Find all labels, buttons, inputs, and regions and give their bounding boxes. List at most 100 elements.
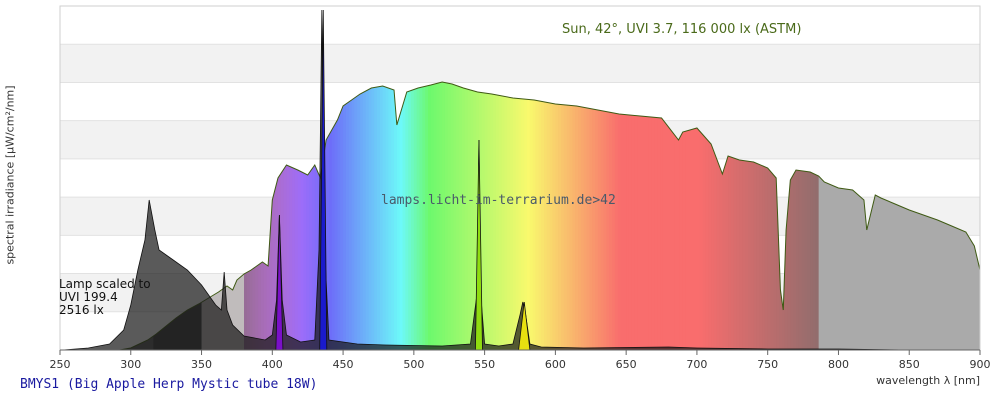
spectrum-stripe [742, 82, 746, 350]
spectrum-stripe [558, 82, 562, 350]
spectrum-stripe [872, 82, 876, 350]
spectrum-stripe [566, 82, 571, 350]
spectrum-stripe [688, 82, 692, 350]
spectrum-stripe [713, 82, 718, 350]
spectrum-stripe [498, 82, 503, 350]
spectrum-stripe [487, 82, 491, 350]
spectrum-stripe [408, 82, 412, 350]
x-tick-label: 900 [970, 358, 991, 371]
spectrum-stripe [473, 82, 477, 350]
x-axis-label: wavelength λ [nm] [876, 374, 980, 387]
spectrum-stripe [665, 82, 670, 350]
spectrum-stripe [422, 82, 426, 350]
y-axis-label: spectral irradiance [µW/cm²/nm] [3, 85, 17, 265]
spectrum-stripe [609, 82, 613, 350]
spectrum-stripe [504, 82, 508, 350]
spectrum-stripe [674, 82, 678, 350]
x-tick-label: 550 [474, 358, 495, 371]
spectrum-stripe [858, 82, 862, 350]
spectrum-stripe [897, 82, 902, 350]
spectrum-stripe [586, 82, 590, 350]
spectrum-stripe [846, 82, 851, 350]
spectrum-stripe [855, 82, 859, 350]
spectrum-stripe [289, 82, 293, 350]
watermark-text: lamps.licht-im-terrarium.de>42 [381, 193, 616, 208]
spectrum-stripe [620, 82, 624, 350]
spectrum-stripe [544, 82, 548, 350]
spectrum-stripe [671, 82, 675, 350]
spectrum-stripe [657, 82, 661, 350]
spectrum-stripe [272, 82, 276, 350]
spectrum-stripe [835, 82, 840, 350]
spectrum-stripe [362, 82, 367, 350]
spectrum-stripe [371, 82, 375, 350]
spectrum-stripe [275, 82, 279, 350]
spectrum-stripe [416, 82, 421, 350]
spectrum-stripe [844, 82, 848, 350]
x-tick-label: 450 [333, 358, 354, 371]
spectrum-stripe [495, 82, 500, 350]
lamp-emission-peak [319, 9, 328, 350]
spectrum-stripe [643, 82, 647, 350]
spectrum-stripe [623, 82, 627, 350]
spectrum-stripe [453, 82, 457, 350]
spectrum-stripe [883, 82, 888, 350]
spectrum-stripe [654, 82, 658, 350]
spectrum-stripe [920, 82, 924, 350]
spectrum-stripe [829, 82, 834, 350]
spectrum-stripe [691, 82, 695, 350]
spectrum-stripe [821, 82, 825, 350]
spectrum-stripe [682, 82, 687, 350]
spectrum-stripe [348, 82, 353, 350]
spectrum-stripe [368, 82, 372, 350]
spectrum-stripe [541, 82, 545, 350]
spectrum-stripe [660, 82, 664, 350]
spectrum-stripe [340, 82, 344, 350]
spectrum-stripe [379, 82, 384, 350]
spectrum-stripe [728, 82, 732, 350]
spectrum-stripe [708, 82, 712, 350]
x-tick-label: 750 [757, 358, 778, 371]
spectrum-stripe [493, 82, 497, 350]
spectrum-stripe [637, 82, 641, 350]
spectrum-stripe [810, 82, 814, 350]
spectrum-stripe [600, 82, 605, 350]
x-tick-label: 350 [191, 358, 212, 371]
spectrum-stripe [490, 82, 494, 350]
spectrum-stripe [470, 82, 474, 350]
spectrum-stripe [467, 82, 472, 350]
spectrum-stripe [736, 82, 740, 350]
spectrum-stripe [439, 82, 443, 350]
spectrum-stripe [880, 82, 885, 350]
spectrum-stripe [507, 82, 511, 350]
lamp-spectrum [62, 9, 980, 350]
spectrum-stripe [377, 82, 381, 350]
spectrum-stripe [895, 82, 899, 350]
sun-spectrum-line [119, 81, 981, 351]
spectrum-stripe [841, 82, 845, 350]
spectrum-stripe [787, 82, 791, 350]
spectrum-stripe [909, 82, 913, 350]
spectrum-stripe [640, 82, 644, 350]
spectrum-stripe [580, 82, 585, 350]
spectrum-stripe [365, 82, 370, 350]
spectrum-stripe [677, 82, 681, 350]
spectrum-stripe [425, 82, 429, 350]
background-band [60, 6, 980, 45]
spectrum-stripe [411, 82, 415, 350]
spectrum-stripe [906, 82, 910, 350]
spectrum-stripe [815, 82, 820, 350]
spectrum-stripe [360, 82, 364, 350]
spectrum-stripe [331, 82, 336, 350]
spectrum-stripe [739, 82, 743, 350]
spectrum-stripe [394, 82, 398, 350]
spectrum-stripe [733, 82, 738, 350]
spectrum-stripe [648, 82, 653, 350]
spectrum-stripe [382, 82, 387, 350]
spectrum-stripe [773, 82, 777, 350]
x-tick-label: 500 [403, 358, 424, 371]
spectrum-stripe [651, 82, 656, 350]
spectrum-stripe [626, 82, 630, 350]
spectrum-stripe [430, 82, 435, 350]
spectrum-stripe [849, 82, 854, 350]
